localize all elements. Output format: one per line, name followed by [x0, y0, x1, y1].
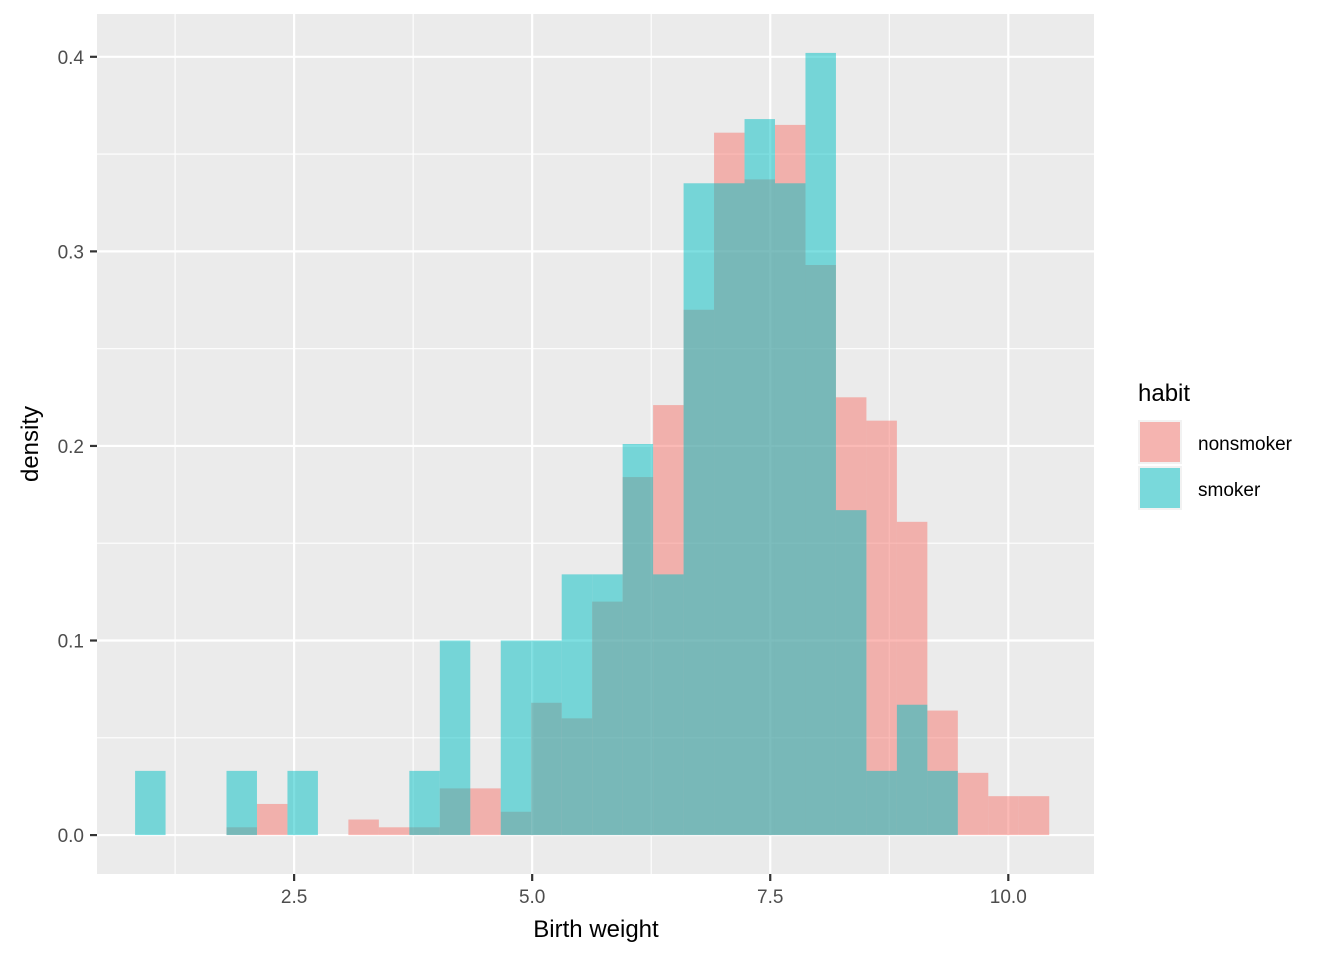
y-axis: 0.0 0.1 0.2 0.3 0.4 — [58, 48, 97, 847]
bar-smoker-10 — [653, 574, 684, 836]
legend-label-nonsmoker: nonsmoker — [1198, 434, 1293, 455]
bar-smoker-11 — [683, 183, 715, 836]
bar-smoker-2 — [287, 770, 318, 836]
legend-title: habit — [1138, 380, 1190, 407]
series-smoker — [135, 52, 958, 836]
bar-smoker-12 — [714, 183, 745, 836]
bar-smoker-18 — [896, 704, 928, 836]
bar-nonsmoker-1 — [256, 803, 288, 836]
bar-smoker-17 — [866, 770, 897, 836]
bar-smoker-9 — [622, 444, 654, 836]
bar-smoker-14 — [774, 183, 806, 836]
y-tick-label-1: 0.1 — [58, 632, 84, 653]
y-axis-title: density — [17, 406, 44, 482]
bar-smoker-3 — [409, 770, 440, 836]
bar-smoker-7 — [561, 574, 593, 836]
bar-nonsmoker-19 — [866, 420, 897, 836]
bar-smoker-6 — [531, 640, 562, 836]
y-tick-label-0: 0.0 — [58, 826, 84, 847]
bar-nonsmoker-22 — [957, 772, 989, 836]
bar-smoker-5 — [500, 640, 532, 836]
legend: habit nonsmoker smoker — [1138, 380, 1293, 510]
bar-smoker-13 — [744, 119, 775, 836]
bar-nonsmoker-2 — [348, 819, 379, 836]
legend-swatch-nonsmoker — [1140, 422, 1180, 462]
x-axis: 2.5 5.0 7.5 10.0 — [281, 874, 1027, 908]
x-tick-label-0: 2.5 — [281, 887, 307, 908]
legend-label-smoker: smoker — [1198, 480, 1261, 501]
bar-nonsmoker-3 — [378, 827, 410, 836]
x-axis-title: Birth weight — [533, 916, 659, 943]
bar-nonsmoker-23 — [988, 796, 1019, 836]
histogram-bars — [135, 52, 1050, 836]
bar-smoker-8 — [592, 574, 623, 836]
y-tick-label-3: 0.3 — [58, 242, 84, 263]
x-tick-label-1: 5.0 — [519, 887, 545, 908]
x-tick-label-2: 7.5 — [757, 887, 783, 908]
bar-nonsmoker-24 — [1018, 796, 1050, 836]
bar-nonsmoker-6 — [470, 788, 501, 836]
bar-smoker-16 — [835, 510, 867, 836]
y-tick-label-2: 0.2 — [58, 437, 84, 458]
legend-swatch-smoker — [1140, 468, 1180, 508]
bar-smoker-0 — [135, 770, 166, 836]
y-tick-label-4: 0.4 — [58, 48, 85, 69]
bar-smoker-4 — [439, 640, 471, 836]
bar-smoker-19 — [927, 770, 958, 836]
bar-smoker-1 — [226, 770, 257, 836]
x-tick-label-3: 10.0 — [990, 887, 1027, 908]
bar-smoker-15 — [805, 52, 836, 836]
